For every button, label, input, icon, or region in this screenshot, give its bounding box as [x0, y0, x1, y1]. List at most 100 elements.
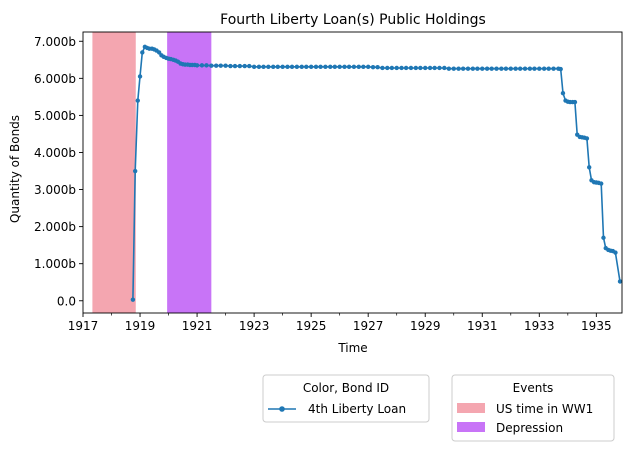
data-point-29 — [204, 63, 209, 68]
data-point-58 — [342, 64, 347, 70]
data-point-60 — [351, 64, 357, 70]
data-point-56 — [332, 64, 338, 70]
data-point-97 — [527, 66, 533, 71]
data-point-52 — [313, 64, 319, 70]
data-point-47 — [289, 64, 295, 70]
y-tick-label-1: 1.000b — [34, 257, 76, 271]
x-tick-label-1925: 1925 — [296, 319, 327, 333]
data-point-98 — [532, 66, 537, 71]
legend-bond: Color, Bond ID 4th Liberty Loan — [262, 374, 430, 423]
legend-events-box — [451, 374, 615, 442]
x-tick-label-1919: 1919 — [125, 319, 156, 333]
data-point-88 — [484, 66, 490, 71]
x-tick-label-1927: 1927 — [353, 319, 384, 333]
data-point-95 — [517, 66, 523, 71]
data-point-74 — [418, 65, 423, 71]
data-point-69 — [394, 65, 399, 71]
data-point-55 — [328, 64, 333, 70]
data-point-63 — [365, 64, 371, 70]
data-point-90 — [494, 66, 499, 71]
data-point-70 — [399, 65, 404, 71]
axis-ticks: 1917 1919 1921 1923 1925 1927 1929 1931 1933 1935… — [34, 35, 612, 333]
y-tick-label-2: 2.000b — [34, 220, 76, 234]
y-axis-label: Quantity of Bonds — [8, 115, 22, 223]
series-markers — [130, 44, 623, 302]
data-point-3 — [137, 74, 143, 79]
data-point-51 — [308, 64, 314, 70]
data-point-83 — [460, 66, 466, 71]
data-point-1 — [132, 168, 138, 174]
legend-entry-4th-liberty-loan: 4th Liberty Loan — [308, 402, 406, 416]
y-tick-label-7: 7.000b — [34, 35, 76, 49]
data-point-48 — [294, 64, 300, 70]
event-bands — [92, 32, 212, 313]
data-point-73 — [413, 65, 419, 71]
x-axis-label: Time — [337, 341, 367, 355]
data-point-105 — [560, 90, 566, 96]
data-point-57 — [337, 64, 342, 70]
data-point-32 — [218, 63, 223, 68]
legend-events-title: Events — [513, 381, 554, 395]
data-point-91 — [499, 66, 504, 71]
data-point-4 — [140, 50, 145, 55]
data-point-67 — [385, 65, 390, 71]
legend-bond-box — [262, 374, 430, 423]
data-point-100 — [541, 66, 547, 71]
data-point-92 — [503, 66, 509, 71]
data-point-34 — [228, 63, 233, 69]
data-point-27 — [194, 63, 200, 68]
data-point-41 — [261, 64, 266, 70]
data-point-36 — [237, 63, 243, 69]
data-point-78 — [437, 65, 442, 71]
data-point-46 — [285, 64, 290, 70]
data-point-75 — [423, 65, 428, 71]
x-tick-label-1929: 1929 — [410, 319, 441, 333]
legend-events: Events US time in WW1 Depression — [451, 374, 615, 442]
data-point-53 — [318, 64, 323, 70]
data-point-84 — [465, 66, 471, 71]
data-point-87 — [480, 66, 485, 71]
data-point-2 — [135, 98, 140, 103]
data-point-79 — [442, 65, 447, 71]
data-point-104 — [558, 66, 563, 72]
data-point-64 — [370, 65, 376, 70]
event-band-1 — [167, 32, 212, 313]
data-point-101 — [546, 66, 551, 71]
y-tick-label-4: 4.000b — [34, 146, 76, 160]
data-point-45 — [280, 64, 285, 70]
event-band-0 — [92, 32, 136, 313]
data-point-72 — [408, 65, 414, 71]
data-point-50 — [304, 64, 309, 70]
x-tick-label-1923: 1923 — [239, 319, 270, 333]
data-point-94 — [513, 66, 518, 71]
data-point-96 — [522, 66, 528, 71]
data-point-71 — [403, 65, 409, 71]
data-point-30 — [209, 63, 214, 68]
data-point-86 — [475, 66, 480, 71]
data-point-35 — [232, 63, 238, 69]
plot-area: 1917 1919 1921 1923 1925 1927 1929 1931 1933 1935… — [34, 31, 623, 333]
legend-entry-ww1: US time in WW1 — [496, 402, 593, 416]
y-tick-label-3: 3.000b — [34, 183, 76, 197]
x-tick-label-1931: 1931 — [467, 319, 498, 333]
data-point-40 — [256, 64, 262, 70]
x-tick-label-1921: 1921 — [182, 319, 213, 333]
legend-swatch-ww1 — [457, 403, 485, 413]
data-point-54 — [323, 64, 328, 70]
data-point-122 — [601, 235, 606, 240]
data-point-99 — [537, 66, 542, 71]
data-point-66 — [380, 65, 385, 71]
data-point-127 — [613, 250, 618, 255]
data-point-85 — [470, 66, 476, 71]
data-point-37 — [242, 63, 247, 69]
data-point-128 — [617, 279, 623, 284]
data-point-121 — [598, 181, 604, 186]
data-point-77 — [432, 65, 437, 71]
data-point-82 — [456, 66, 461, 71]
data-point-68 — [389, 65, 395, 71]
data-point-115 — [584, 136, 590, 141]
data-point-116 — [587, 165, 592, 170]
data-point-49 — [299, 64, 304, 70]
data-point-42 — [266, 64, 271, 70]
data-point-28 — [199, 63, 205, 68]
